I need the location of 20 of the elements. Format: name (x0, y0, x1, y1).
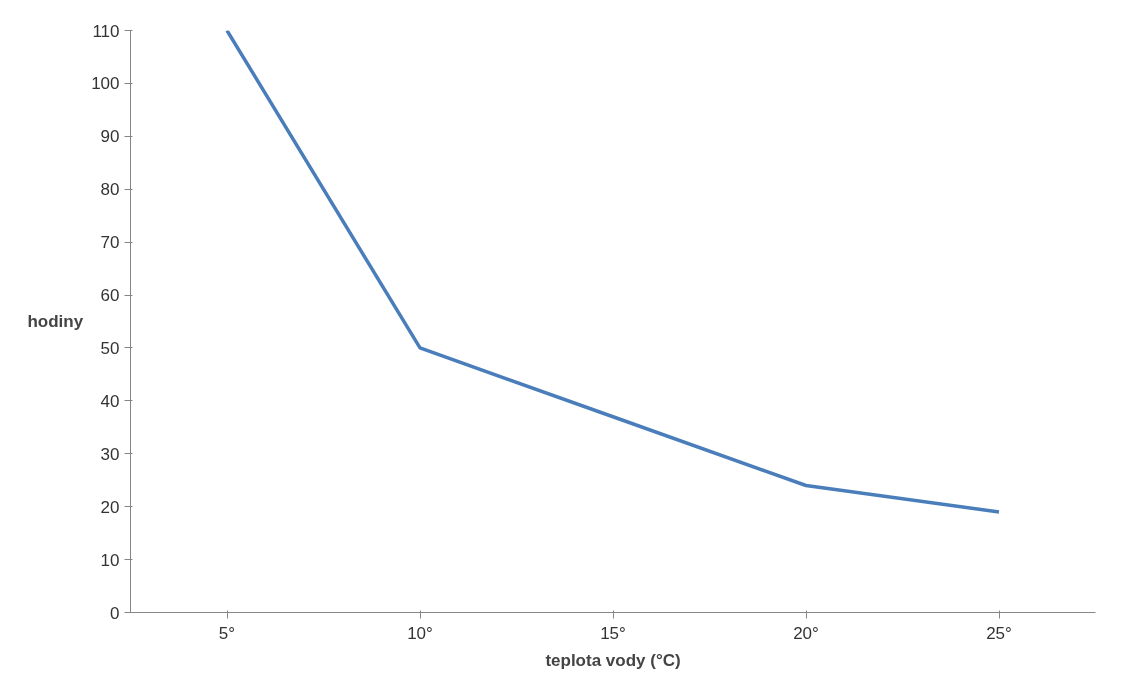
x-axis-title: teplota vody (°C) (545, 650, 681, 670)
y-axis-title: hodiny (27, 312, 84, 331)
y-tick-label: 50 (100, 338, 120, 358)
y-tick-label: 40 (100, 391, 120, 411)
x-tick-label: 25° (986, 623, 1012, 643)
y-tick-label: 110 (92, 21, 120, 41)
y-tick-label: 10 (100, 550, 120, 570)
y-tick-label: 90 (100, 127, 120, 147)
x-tick-label: 20° (793, 623, 819, 643)
y-tick-label: 30 (100, 444, 120, 464)
x-tick-label: 5° (218, 623, 236, 643)
x-tick-label: 15° (600, 623, 626, 643)
y-tick-label: 0 (110, 603, 120, 623)
y-tick-label: 100 (91, 74, 120, 94)
y-tick-label: 20 (100, 497, 120, 517)
y-tick-label: 70 (100, 233, 120, 253)
x-tick-label: 10° (407, 623, 433, 643)
y-tick-label: 60 (100, 286, 120, 306)
line-series (225, 30, 1001, 514)
y-tick-label: 80 (100, 180, 120, 200)
